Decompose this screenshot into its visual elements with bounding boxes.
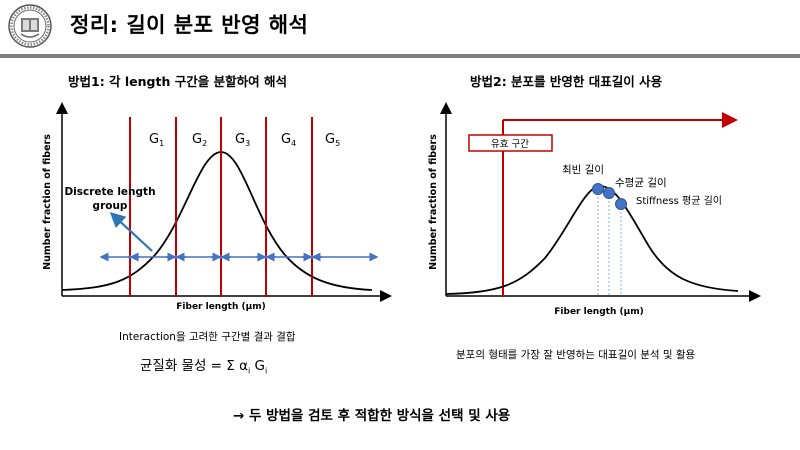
range-dots: [128, 255, 314, 259]
method1-caption: Interaction을 고려한 구간별 결과 결합: [119, 331, 296, 343]
stiffness-average-length-point: [615, 198, 627, 210]
right-y-label: Number fraction of fibers: [428, 134, 439, 270]
homogenized-property-formula: 균질화 물성 = Σ αi Gi: [140, 358, 268, 376]
valid-range-box: [468, 134, 553, 152]
right-chart: 유효 구간 최빈 길이 수평균 길이 Stiffness 평균 길이 Numbe…: [428, 102, 761, 317]
left-chart: G1 G2 G3 G4 G5 Discrete length gro: [42, 102, 392, 312]
annotation-arrow: [109, 212, 153, 252]
stiffness-average-length-label: Stiffness 평균 길이: [636, 194, 722, 207]
university-seal-logo: [8, 4, 52, 48]
group-label-5: G5: [325, 132, 340, 148]
annotation-line-2: group: [93, 200, 128, 212]
mode-length-point: [592, 183, 604, 195]
conclusion-text: → 두 방법을 검토 후 적합한 방식을 선택 및 사용: [233, 408, 511, 424]
group-label-2: G2: [192, 132, 207, 148]
number-average-length-label: 수평균 길이: [615, 176, 667, 189]
left-distribution-curve: [61, 151, 373, 291]
slide-title: 정리: 길이 분포 반영 해석: [70, 13, 309, 37]
method2-caption: 분포의 형태를 가장 잘 반영하는 대표길이 분석 및 활용: [456, 349, 696, 361]
representative-drop-lines: [597, 189, 622, 296]
method1-heading: 방법1: 각 length 구간을 분할하여 해석: [68, 74, 287, 89]
left-y-label: Number fraction of fibers: [42, 134, 53, 270]
group-label-3: G3: [235, 132, 250, 148]
annotation-line-1: Discrete length: [64, 186, 155, 198]
title-divider: [0, 54, 800, 58]
group-label-4: G4: [281, 132, 296, 148]
left-x-label: Fiber length (μm): [176, 302, 265, 312]
method2-heading: 방법2: 분포를 반영한 대표길이 사용: [470, 74, 663, 89]
group-label-1: G1: [149, 132, 164, 148]
number-average-length-point: [603, 187, 615, 199]
right-x-label: Fiber length (μm): [554, 307, 643, 317]
mode-length-label: 최빈 길이: [562, 163, 604, 176]
valid-range-label: 유효 구간: [491, 139, 529, 150]
